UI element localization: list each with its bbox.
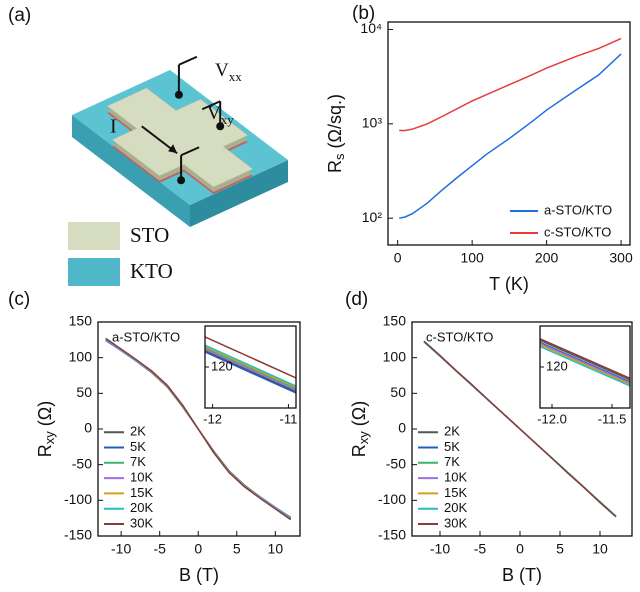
sub: xy: [221, 112, 235, 127]
inset-x-tick-label: -11.5: [598, 411, 627, 426]
sto-swatch: [68, 222, 120, 250]
y-axis-label-part: (Ω): [35, 401, 55, 431]
y-tick-label: 10²: [362, 209, 383, 225]
x-tick-label: 5: [233, 541, 241, 557]
x-tick-label: -5: [474, 541, 487, 557]
y-axis-label-part: (Ω/sq.): [325, 94, 345, 153]
y-axis-label: Rxy (Ω): [35, 401, 58, 457]
x-tick-label: 0: [394, 250, 402, 266]
legend-label: c-STO/KTO: [544, 224, 611, 239]
panel-label: (a): [8, 5, 31, 26]
y-tick-label: 100: [383, 348, 407, 364]
sub: xx: [229, 69, 243, 84]
v: V: [207, 103, 221, 124]
y-axis-label-part: R: [325, 160, 345, 173]
series-line: [399, 54, 621, 218]
legend-label: 30K: [444, 515, 467, 530]
inset-x-tick-label: -12.0: [537, 411, 567, 426]
legend-label: a-STO/KTO: [544, 202, 612, 217]
y-tick-label: -50: [72, 455, 92, 471]
x-tick-label: 200: [535, 250, 559, 266]
x-tick-label: -10: [111, 541, 131, 557]
x-axis-label: B (T): [179, 565, 219, 585]
x-tick-label: -10: [430, 541, 450, 557]
legend-label: 5K: [130, 439, 146, 454]
y-axis-label-part: (Ω): [349, 401, 369, 431]
contact: [177, 176, 185, 184]
y-axis-label-part: R: [349, 444, 369, 457]
legend-label: 20K: [130, 500, 153, 515]
y-tick-label: 50: [76, 384, 92, 400]
legend-label: 20K: [444, 500, 467, 515]
y-tick-label: 150: [69, 313, 93, 329]
x-tick-label: 10: [268, 541, 284, 557]
annotation: c-STO/KTO: [426, 329, 493, 344]
kto-label: KTO: [130, 259, 173, 283]
contact: [175, 91, 183, 99]
y-tick-label: -100: [64, 491, 92, 507]
y-tick-label: 0: [398, 420, 406, 436]
vxx-label: Vxx: [215, 60, 242, 84]
x-axis-label: T (K): [489, 274, 529, 294]
legend-label: 7K: [444, 454, 460, 469]
y-tick-label: -100: [378, 491, 406, 507]
y-tick-label: 0: [84, 420, 92, 436]
y-axis-label-part: xy: [356, 431, 371, 445]
x-tick-label: 5: [556, 541, 564, 557]
inset-x-tick-label: -12: [203, 411, 222, 426]
y-axis-label-part: xy: [42, 431, 57, 445]
sto-label: STO: [130, 223, 169, 247]
vxy-label: Vxy: [207, 103, 234, 127]
legend-label: 2K: [444, 424, 460, 439]
y-tick-label: 100: [69, 348, 93, 364]
annotation: a-STO/KTO: [112, 329, 180, 344]
legend-label: 7K: [130, 454, 146, 469]
v: V: [215, 60, 229, 81]
y-axis-label: Rs (Ω/sq.): [325, 94, 348, 173]
x-tick-label: 300: [609, 250, 633, 266]
y-axis-label: Rxy (Ω): [349, 401, 372, 457]
legend-label: 15K: [444, 485, 467, 500]
x-tick-label: 0: [194, 541, 202, 557]
legend-label: 10K: [444, 470, 467, 485]
y-tick-label: 10³: [362, 115, 383, 131]
legend-label: 10K: [130, 470, 153, 485]
x-tick-label: -5: [153, 541, 166, 557]
x-axis-label: B (T): [502, 565, 542, 585]
figure: (a) I Vxx Vxy STO KTO (b)010020030010²10…: [0, 0, 640, 592]
y-tick-label: 50: [390, 384, 406, 400]
panel-label: (d): [345, 289, 368, 310]
device-diagram: [72, 57, 288, 227]
inset-x-tick-label: -11: [280, 411, 298, 426]
y-tick-label: -150: [64, 527, 92, 543]
y-axis-label-part: R: [35, 444, 55, 457]
y-tick-label: -150: [378, 527, 406, 543]
current-label: I: [110, 116, 117, 138]
legend-label: 2K: [130, 424, 146, 439]
x-tick-label: 100: [460, 250, 484, 266]
y-tick-label: -50: [386, 455, 406, 471]
x-tick-label: 0: [516, 541, 524, 557]
y-tick-label: 150: [383, 313, 407, 329]
legend-label: 5K: [444, 439, 460, 454]
series-line: [399, 39, 621, 131]
y-tick-label: 10⁴: [360, 20, 382, 36]
panel-label: (c): [8, 289, 30, 310]
legend-label: 15K: [130, 485, 153, 500]
x-tick-label: 10: [592, 541, 608, 557]
inset-y-tick-label: 120: [211, 358, 233, 373]
wire: [179, 57, 197, 65]
kto-swatch: [68, 258, 120, 286]
legend-label: 30K: [130, 515, 153, 530]
inset-y-tick-label: 120: [546, 358, 568, 373]
